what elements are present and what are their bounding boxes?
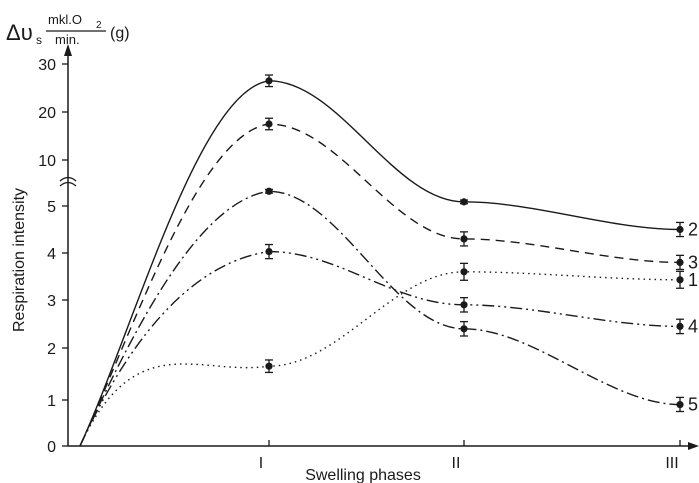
data-point (676, 225, 684, 234)
series-line (79, 271, 681, 447)
unit-numerator: mkl.O (48, 12, 82, 27)
y-tick-label: 2 (47, 341, 56, 358)
unit-prefix: Δυ (6, 20, 33, 45)
y-tick-label: 1 (47, 393, 56, 410)
series-line (79, 80, 681, 447)
y-tick-label: 30 (38, 57, 56, 74)
data-point (676, 276, 684, 284)
x-axis-arrow (688, 442, 699, 450)
series-5: 5 (79, 187, 698, 447)
data-point (460, 268, 468, 276)
data-point (460, 325, 468, 333)
series-1: 1 (79, 262, 698, 447)
y-tick-label: 0 (47, 439, 56, 456)
axes (59, 44, 699, 450)
series-label: 3 (688, 252, 698, 272)
data-point (676, 401, 684, 409)
data-point (265, 247, 273, 256)
axis-break-top (59, 176, 77, 182)
series-line (79, 123, 681, 447)
data-point (265, 187, 273, 195)
series-label: 5 (688, 395, 698, 415)
x-axis-title: Swelling phases (305, 467, 421, 483)
axis-break-bottom (59, 181, 77, 187)
x-tick-label: III (665, 455, 678, 472)
unit-prefix-subscript: s (36, 33, 42, 47)
y-tick-label: 4 (47, 246, 56, 263)
series-line (79, 190, 681, 447)
series-label: 4 (688, 316, 698, 336)
series-label: 1 (688, 270, 698, 290)
data-point (676, 322, 684, 330)
series-line (79, 250, 681, 447)
y-axis-title: Respiration intensity (11, 188, 28, 332)
y-unit-label: Δυ s mkl.O 2 min. (g) (6, 12, 130, 47)
y-tick-label: 10 (38, 153, 56, 170)
data-point (265, 77, 273, 85)
series-label: 2 (688, 220, 698, 240)
data-point (460, 301, 468, 309)
y-tick-label: 5 (47, 199, 56, 216)
unit-numerator-subscript: 2 (96, 20, 102, 31)
data-point (265, 362, 273, 370)
y-axis-arrow (64, 44, 72, 56)
x-tick-label: I (259, 455, 263, 472)
series-3: 3 (79, 117, 698, 447)
y-tick-label: 3 (47, 293, 56, 310)
unit-denominator: min. (55, 32, 80, 47)
unit-suffix: (g) (110, 25, 130, 42)
data-point (460, 198, 468, 206)
x-tick-label: II (452, 455, 461, 472)
y-tick-label: 20 (38, 105, 56, 122)
series-4: 4 (79, 243, 698, 447)
data-point (460, 235, 468, 243)
series-layer: 2 31 4 5 (79, 74, 698, 447)
data-point (676, 258, 684, 266)
series-2: 2 (79, 74, 698, 447)
data-point (265, 120, 273, 128)
